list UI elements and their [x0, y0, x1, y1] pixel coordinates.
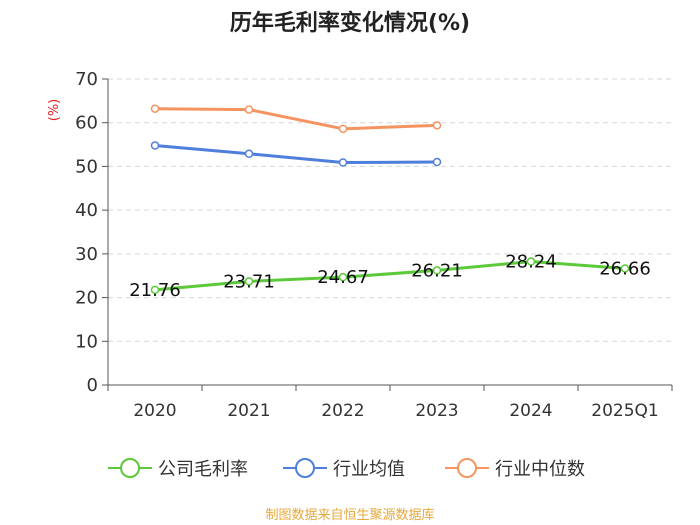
y-tick-label-10: 10	[75, 331, 98, 352]
legend-label-1: 行业均值	[333, 459, 405, 480]
series-2-point-2	[338, 124, 348, 134]
legend-label-0: 公司毛利率	[158, 459, 248, 480]
series-0-point-4	[526, 257, 536, 266]
series-0-point-1	[244, 277, 254, 286]
series-line-2	[154, 107, 438, 131]
legend-label-2: 行业中位数	[495, 459, 585, 480]
data-label-0-4: 28.24	[505, 252, 557, 273]
series-line-1	[154, 143, 438, 164]
y-axis-unit-label: (%)	[47, 99, 62, 122]
series-2-point-0	[150, 104, 160, 113]
y-tick-label-20: 20	[75, 288, 98, 309]
x-tick-label-2021: 2021	[227, 401, 270, 421]
x-tick-label-2022: 2022	[321, 401, 364, 421]
series-0-point-3	[432, 266, 442, 275]
y-tick-label-40: 40	[75, 200, 98, 221]
x-tick-label-2024: 2024	[509, 401, 552, 421]
data-label-0-0: 21.76	[129, 280, 181, 301]
series-0-point-2	[338, 272, 348, 282]
legend: 公司毛利率 行业均值 行业中位数	[108, 458, 585, 480]
legend-marker-2	[457, 458, 477, 478]
y-tick-label-70: 70	[75, 69, 98, 90]
series-1-point-0	[150, 141, 160, 150]
series-1-point-3	[432, 157, 442, 167]
series-1-point-2	[338, 158, 348, 167]
x-tick-label-2023: 2023	[415, 401, 458, 421]
x-tick-label-2025Q1: 2025Q1	[591, 401, 658, 421]
series-line-0	[154, 260, 626, 292]
y-tick-label-0: 0	[87, 375, 98, 396]
series-2-point-3	[432, 121, 442, 130]
data-label-0-3: 26.21	[411, 260, 463, 281]
y-tick-label-30: 30	[75, 244, 98, 265]
data-label-0-2: 24.67	[317, 267, 369, 288]
axes: 0 10 20 30 40 50 60 70 2020 2021 2022 2023 2024 2025Q…	[75, 69, 673, 421]
series-1-point-1	[244, 149, 254, 159]
source-note: 制图数据来自恒生聚源数据库	[265, 507, 434, 523]
series-0-point-0	[150, 285, 160, 295]
series-0-point-5	[620, 264, 630, 273]
data-label-0-5: 26.66	[599, 258, 651, 279]
y-tick-label-50: 50	[75, 156, 98, 177]
series-0	[150, 257, 630, 295]
gridlines	[108, 78, 672, 342]
legend-marker-0	[120, 458, 140, 478]
data-label-0-1: 23.71	[223, 271, 275, 292]
data-labels: 21.76 23.71 24.67 26.21 28.24 26.66	[129, 252, 651, 301]
legend-marker-1	[295, 458, 315, 478]
series-2	[150, 104, 442, 134]
y-tick-label-60: 60	[75, 113, 98, 134]
x-tick-label-2020: 2020	[133, 401, 176, 421]
series-layer	[150, 104, 630, 295]
series-2-point-1	[244, 105, 254, 114]
chart-title: 历年毛利率变化情况(%)	[230, 10, 470, 36]
series-1	[150, 141, 442, 167]
